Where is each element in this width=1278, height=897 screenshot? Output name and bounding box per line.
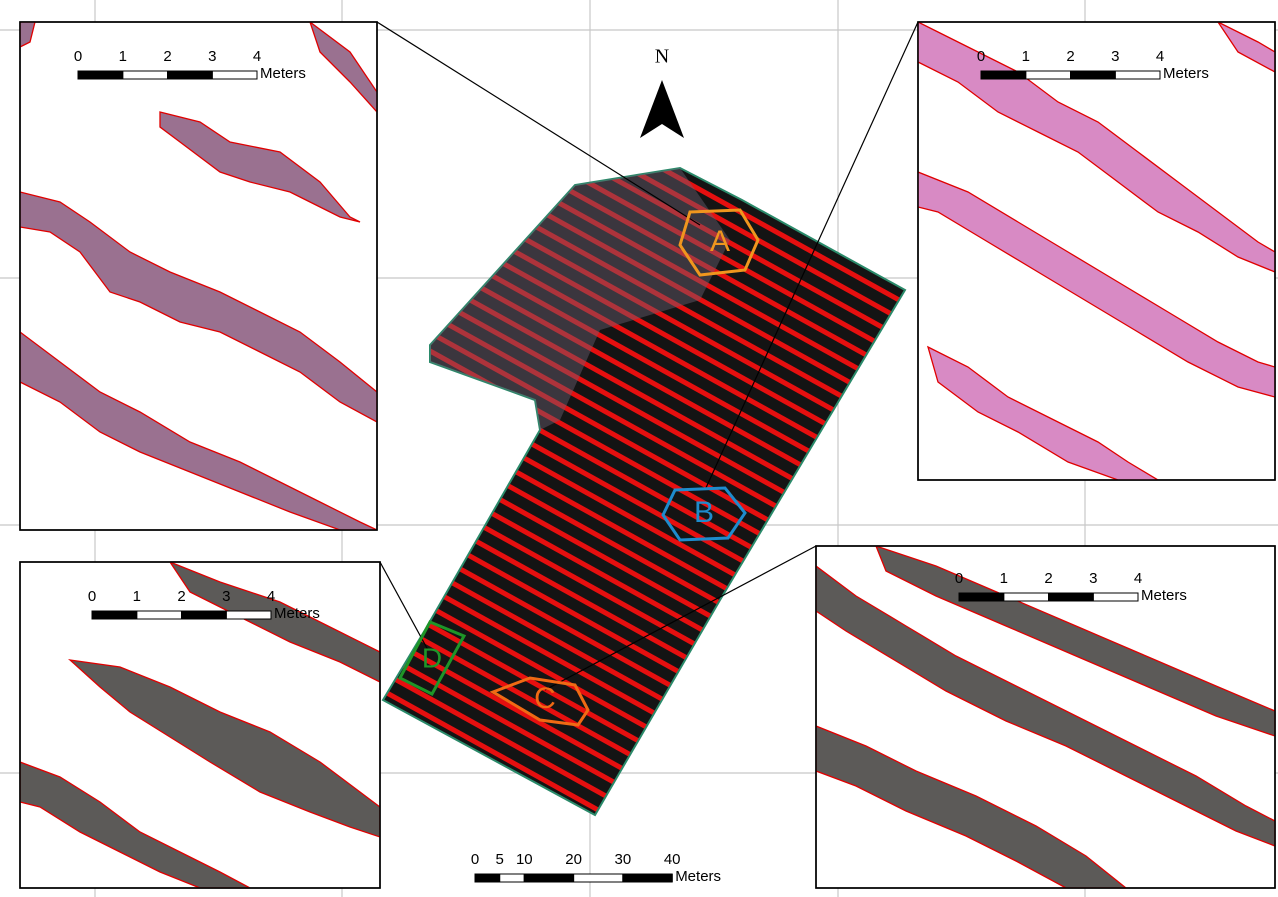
scale-label: 20 <box>565 851 582 868</box>
scale-label: 2 <box>163 48 171 65</box>
scale-segment <box>958 592 1005 602</box>
scale-segment <box>136 610 182 620</box>
scale-label: 0 <box>74 48 82 65</box>
scale-segment <box>122 70 168 80</box>
scale-label: 5 <box>495 851 503 868</box>
scale-label: 30 <box>615 851 632 868</box>
scale-label: 1 <box>1000 570 1008 587</box>
north-arrow: N <box>640 46 684 138</box>
zone-c: C <box>489 676 590 727</box>
zone-label: B <box>694 496 714 529</box>
scale-unit: Meters <box>274 605 320 622</box>
zone-a: A <box>678 208 760 277</box>
zone-b: B <box>661 486 747 542</box>
scale-label: 3 <box>208 48 216 65</box>
scale-segment <box>1025 70 1071 80</box>
scale-label: 4 <box>1156 48 1164 65</box>
scale-label: 3 <box>1111 48 1119 65</box>
scale-label: 1 <box>1022 48 1030 65</box>
scale-label: 2 <box>177 588 185 605</box>
scale-label: 0 <box>471 851 479 868</box>
field <box>381 166 907 817</box>
scale-unit: Meters <box>675 868 721 885</box>
scale-segment <box>77 70 124 80</box>
scale-segment <box>1048 592 1094 602</box>
scale-label: 1 <box>119 48 127 65</box>
scale-label: 10 <box>516 851 533 868</box>
scale-unit: Meters <box>260 65 306 82</box>
scale-segment <box>211 70 258 80</box>
scale-segment <box>225 610 272 620</box>
scale-unit: Meters <box>1163 65 1209 82</box>
leader-lines <box>376 21 919 691</box>
scale-label: 3 <box>222 588 230 605</box>
scale-unit: Meters <box>1141 587 1187 604</box>
scale-segment <box>980 70 1027 80</box>
scale-segment <box>1003 592 1049 602</box>
scale-label: 4 <box>1134 570 1142 587</box>
scale-label: 4 <box>253 48 261 65</box>
scale-label: 2 <box>1066 48 1074 65</box>
scale-segment <box>474 873 501 883</box>
scale-label: 0 <box>88 588 96 605</box>
scale-label: 0 <box>955 570 963 587</box>
scale-label: 0 <box>977 48 985 65</box>
scale-segment <box>573 873 624 883</box>
scale-label: 2 <box>1044 570 1052 587</box>
scale-label: 3 <box>1089 570 1097 587</box>
scale-segment <box>622 873 673 883</box>
scale-segment <box>1070 70 1116 80</box>
scale-label: 40 <box>664 851 681 868</box>
scale-segment <box>1114 70 1161 80</box>
north-label: N <box>655 46 669 68</box>
zone-label: D <box>422 642 442 673</box>
scale-label: 1 <box>133 588 141 605</box>
scale-segment <box>181 610 227 620</box>
zone-d: D <box>397 620 467 696</box>
zone-label: C <box>534 682 556 715</box>
scale-segment <box>499 873 525 883</box>
scale-segment <box>91 610 138 620</box>
scale-segment <box>523 873 575 883</box>
scale-label: 4 <box>267 588 275 605</box>
scale-segment <box>1092 592 1139 602</box>
scale-segment <box>167 70 213 80</box>
zone-label: A <box>710 225 730 258</box>
